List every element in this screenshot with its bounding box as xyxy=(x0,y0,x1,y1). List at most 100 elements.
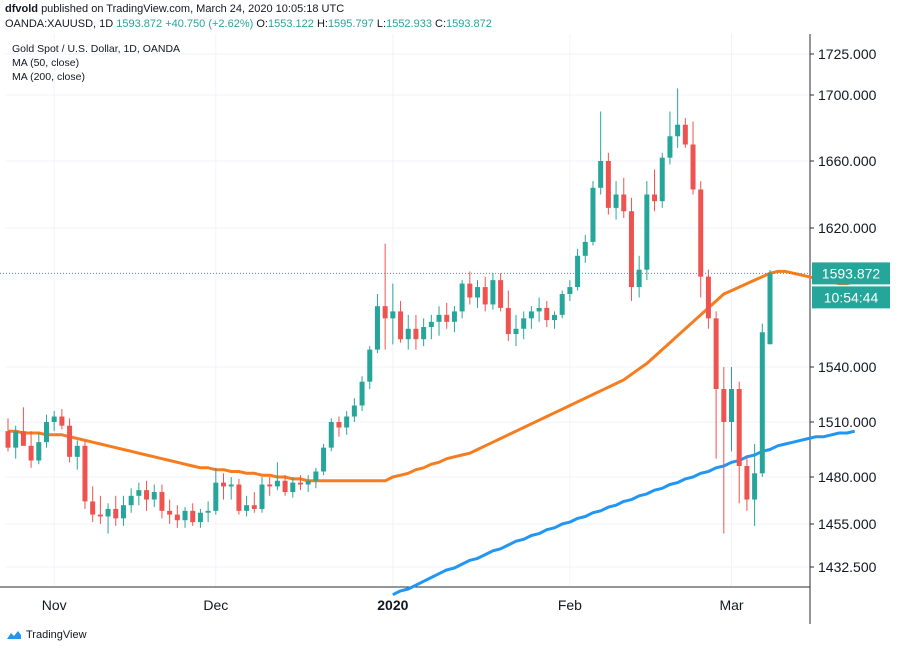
candle-body xyxy=(582,241,588,256)
candle-body xyxy=(759,332,765,474)
candle-body xyxy=(628,211,634,288)
candle-body xyxy=(213,482,219,511)
candle-body xyxy=(505,307,511,334)
candle-body xyxy=(513,328,519,334)
candle-body xyxy=(605,161,611,208)
candle-body xyxy=(297,482,303,485)
candle-body xyxy=(374,306,380,350)
price-chart[interactable]: 1725.000 1700.000 1660.000 1620.000 1540.000… xyxy=(0,34,900,624)
candle-body xyxy=(36,442,42,461)
candle-body xyxy=(151,492,157,500)
candle-body xyxy=(598,161,604,188)
candle-body xyxy=(613,194,619,208)
candle-body xyxy=(698,189,704,277)
last-price: 1593.872 xyxy=(116,18,163,30)
ohlc-info: OANDA:XAUUSD, 1D 1593.872 +40.750 (+2.62… xyxy=(5,18,492,30)
candle-body xyxy=(13,431,19,448)
x-tick-label: Mar xyxy=(719,597,743,613)
candle-body xyxy=(767,273,773,345)
candle-body xyxy=(97,514,103,517)
candle-body xyxy=(405,328,411,340)
candle-body xyxy=(498,280,504,308)
footer-brand[interactable]: TradingView xyxy=(26,629,87,641)
candle-body xyxy=(721,389,727,422)
candle-body xyxy=(398,311,404,340)
open-label: O: xyxy=(256,18,268,30)
candle-body xyxy=(159,492,165,511)
x-tick-label: Feb xyxy=(558,597,582,613)
candle-body xyxy=(274,480,280,487)
tradingview-logo-icon xyxy=(7,631,21,639)
candle-body xyxy=(690,144,696,190)
candle-body xyxy=(459,283,465,312)
candle-body xyxy=(328,422,334,448)
candle-body xyxy=(20,431,26,446)
candle-body xyxy=(744,466,750,500)
y-tick-label: 1620.000 xyxy=(818,220,877,236)
candle-body xyxy=(451,311,457,322)
publish-text: published on TradingView.com, March 24, … xyxy=(41,3,345,15)
ma200-line xyxy=(392,429,856,597)
y-tick-label: 1432.500 xyxy=(818,559,877,575)
candle-body xyxy=(559,294,565,315)
candle-body xyxy=(305,480,311,485)
y-tick-label: 1540.000 xyxy=(818,359,877,375)
candle-body xyxy=(490,280,496,305)
countdown-tag-bg xyxy=(812,286,890,309)
candle-body xyxy=(82,445,88,502)
legend-ma50[interactable]: MA (50, close) xyxy=(12,57,80,69)
candle-body xyxy=(467,283,473,298)
candle-body xyxy=(667,136,673,158)
candle-body xyxy=(321,447,327,472)
candle-body xyxy=(567,287,573,295)
candle-body xyxy=(428,321,434,328)
candle-body xyxy=(413,328,419,340)
x-tick-label: Nov xyxy=(42,597,67,613)
candle-body xyxy=(544,307,550,321)
candle-body xyxy=(174,514,180,521)
candle-body xyxy=(475,287,481,298)
candle-body xyxy=(536,307,542,312)
candle-body xyxy=(251,505,257,509)
candle-body xyxy=(236,484,242,511)
candle-body xyxy=(729,389,735,422)
chart-header: dfvold published on TradingView.com, Mar… xyxy=(0,0,900,34)
candle-body xyxy=(113,508,119,519)
candle-body xyxy=(382,306,388,319)
candle-body xyxy=(675,124,681,137)
publish-info: dfvold published on TradingView.com, Mar… xyxy=(5,3,344,15)
candle-body xyxy=(652,194,658,202)
legend-ma200[interactable]: MA (200, close) xyxy=(12,71,85,83)
candle-body xyxy=(267,484,273,487)
candle-body xyxy=(752,473,758,500)
candle-body xyxy=(367,349,373,382)
candle-body xyxy=(390,311,396,319)
open-value: 1553.122 xyxy=(267,18,314,30)
low-value: 1552.933 xyxy=(386,18,432,30)
candle-body xyxy=(136,490,142,496)
last-price-tag: 1593.872 xyxy=(822,265,881,281)
high-label: H: xyxy=(316,18,328,30)
candle-body xyxy=(59,416,65,426)
candle-body xyxy=(421,327,427,340)
y-tick-label: 1455.000 xyxy=(818,516,877,532)
candle-body xyxy=(736,389,742,466)
high-value: 1595.797 xyxy=(327,18,374,30)
candle-body xyxy=(43,422,49,443)
candle-body xyxy=(336,422,342,428)
candle-body xyxy=(575,255,581,288)
x-tick-label: 2020 xyxy=(377,597,408,613)
candle-body xyxy=(644,194,650,270)
candle-body xyxy=(636,269,642,288)
candle-body xyxy=(51,416,57,422)
candle-body xyxy=(282,480,288,493)
candle-body xyxy=(359,381,365,406)
candle-body xyxy=(197,512,203,523)
countdown-tag: 10:54:44 xyxy=(824,289,879,305)
candle-body xyxy=(221,482,227,487)
candle-body xyxy=(182,510,188,521)
candle-body xyxy=(228,484,234,487)
candle-body xyxy=(120,505,126,519)
publisher-user[interactable]: dfvold xyxy=(5,3,38,15)
candle-body xyxy=(705,276,711,319)
